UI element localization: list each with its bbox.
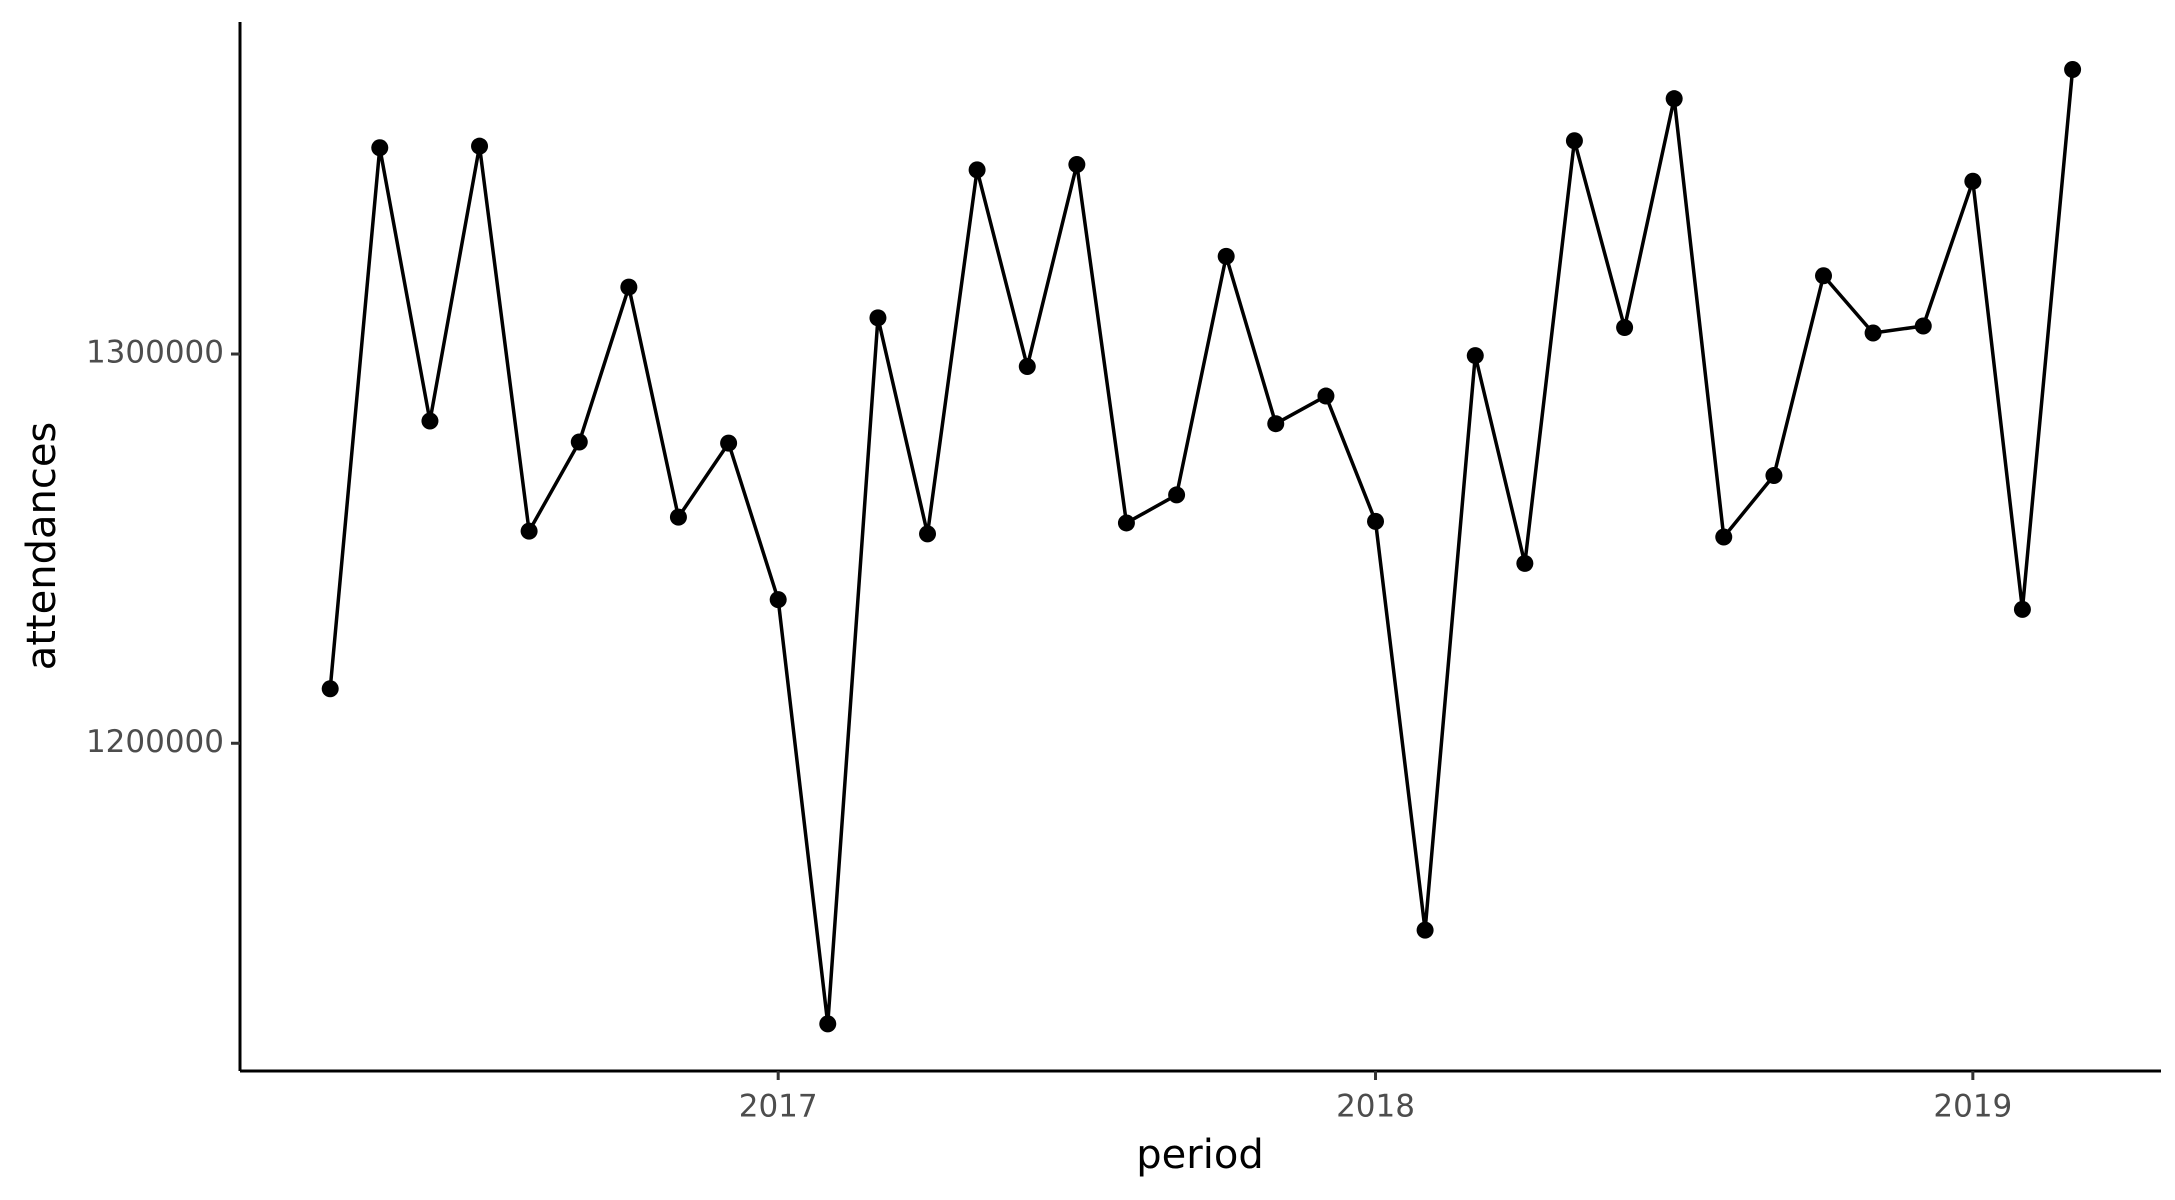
point xyxy=(1068,155,1086,173)
point xyxy=(1367,512,1385,530)
point xyxy=(570,433,588,451)
point xyxy=(1317,387,1335,405)
point xyxy=(919,525,937,543)
x-tick-label: 2019 xyxy=(1933,1089,2012,1125)
point xyxy=(1765,466,1783,484)
point xyxy=(1516,554,1534,572)
point xyxy=(1665,90,1683,108)
point xyxy=(321,680,339,698)
point xyxy=(869,309,887,327)
point xyxy=(421,412,439,430)
series-line xyxy=(328,69,2075,1026)
point xyxy=(669,508,687,526)
point xyxy=(1964,172,1982,190)
point xyxy=(620,278,638,296)
point xyxy=(720,434,738,452)
point xyxy=(2013,600,2031,618)
point xyxy=(520,522,538,540)
point xyxy=(371,139,389,157)
point xyxy=(1864,324,1882,342)
point xyxy=(1466,347,1484,365)
point xyxy=(1117,514,1135,532)
x-tick-label: 2017 xyxy=(739,1089,818,1125)
point xyxy=(1565,132,1583,150)
point xyxy=(1217,247,1235,265)
point xyxy=(1914,317,1932,335)
point xyxy=(1267,415,1285,433)
point xyxy=(2064,60,2082,78)
point xyxy=(471,137,489,155)
point xyxy=(1616,319,1634,337)
point xyxy=(769,591,787,609)
point xyxy=(819,1015,837,1033)
point xyxy=(1416,921,1434,939)
y-axis-title: attendances xyxy=(19,422,65,671)
y-tick-label: 1200000 xyxy=(86,724,224,760)
y-tick-label: 1300000 xyxy=(86,335,224,371)
point xyxy=(968,161,986,179)
x-tick-label: 2018 xyxy=(1336,1089,1415,1125)
point xyxy=(1715,528,1733,546)
x-axis-title: period xyxy=(1136,1132,1263,1178)
point xyxy=(1815,267,1833,285)
point xyxy=(1168,486,1186,504)
point xyxy=(1018,357,1036,375)
